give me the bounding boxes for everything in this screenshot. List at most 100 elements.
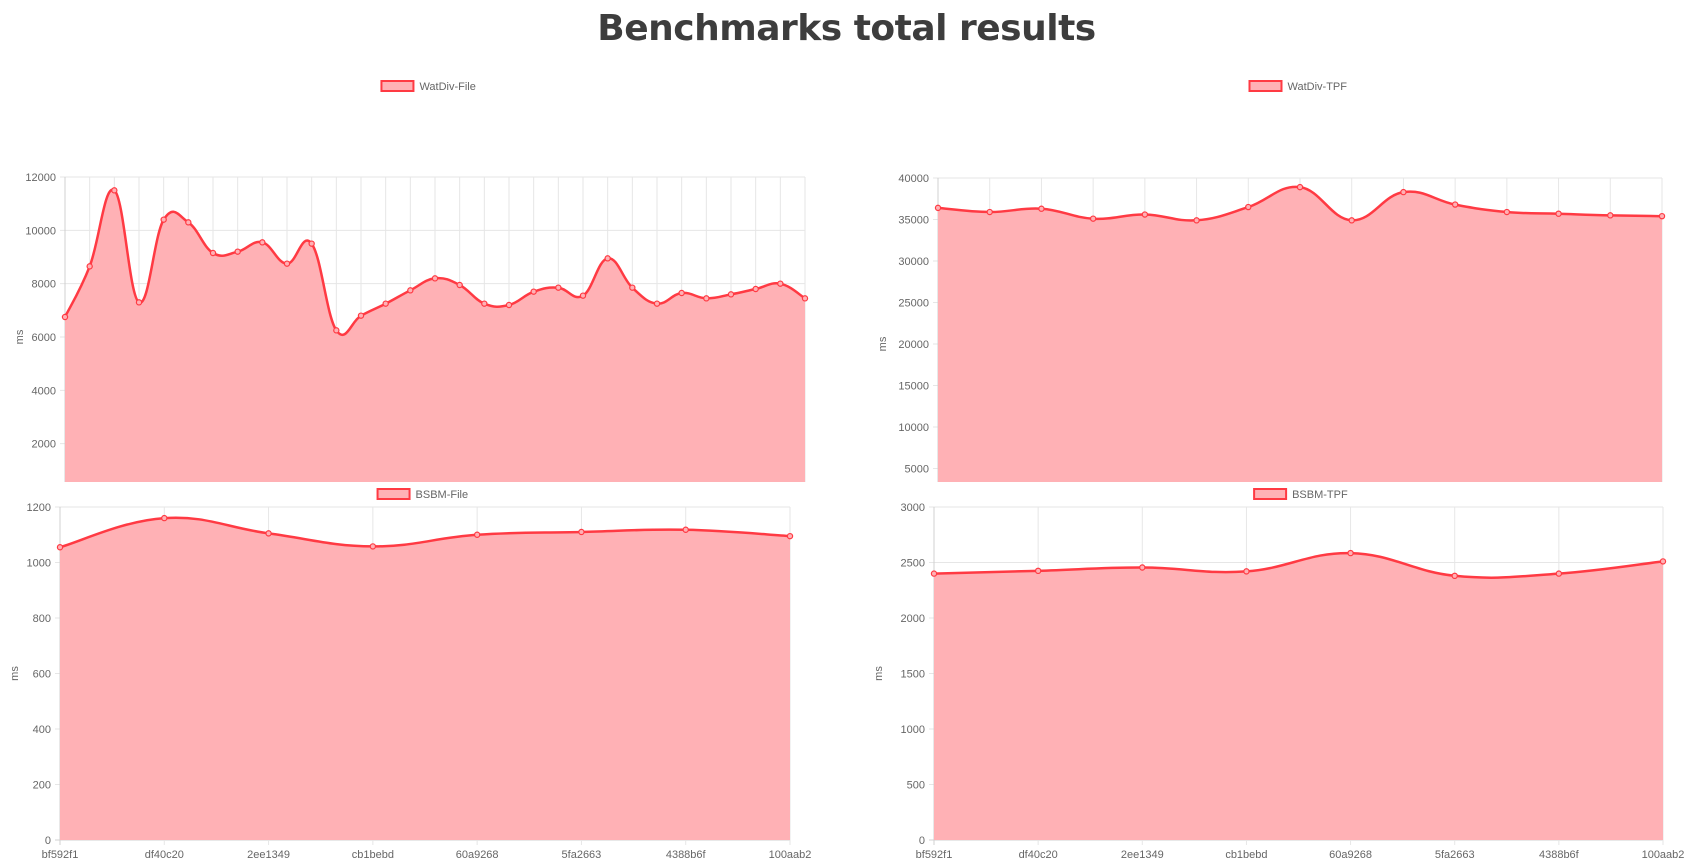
chart-1-point-12: [1555, 210, 1562, 217]
chart-3-point-0: [930, 570, 938, 577]
chart-2-point-1: [161, 514, 168, 522]
chart-1-point-1: [986, 208, 993, 216]
chart-1-legend-swatch: [1248, 80, 1283, 92]
chart-2-point-0: [56, 544, 64, 551]
chart-1-point-5: [1193, 217, 1200, 224]
chart-0-point-0: [61, 313, 69, 321]
chart-1-area: [938, 186, 1662, 482]
chart-3-ylabel: ms: [873, 666, 885, 681]
chart-3-ytick-2: 1000: [901, 724, 925, 736]
chart-2-xtick-4: 60a9268: [456, 849, 499, 861]
chart-0-point-13: [382, 300, 389, 307]
chart-0-point-1: [86, 263, 93, 270]
chart-2-point-2: [265, 530, 272, 537]
chart-1-point-14: [1658, 212, 1666, 220]
chart-2-ytick-6: 1200: [27, 502, 51, 514]
chart-0-point-20: [555, 284, 562, 291]
chart-0-legend-label: WatDiv-File: [419, 81, 475, 93]
chart-1-point-6: [1245, 203, 1252, 211]
chart-1-point-4: [1141, 211, 1149, 218]
chart-3-ytick-3: 1500: [901, 669, 925, 681]
chart-0-point-24: [653, 300, 661, 307]
chart-0-point-2: [111, 187, 118, 194]
chart-1-ytick-7: 35000: [898, 215, 929, 227]
chart-0-ytick-2: 4000: [32, 385, 56, 397]
chart-0-point-25: [678, 289, 685, 297]
chart-3-xtick-3: cb1bebd: [1225, 849, 1267, 861]
chart-2-point-5: [578, 528, 585, 536]
chart-1-point-3: [1089, 215, 1097, 222]
chart-3-ytick-1: 500: [907, 780, 925, 792]
chart-2-ytick-4: 800: [33, 613, 51, 625]
chart-3-xtick-5: 5fa2663: [1435, 849, 1475, 861]
watdiv-file-chart: WatDiv-File02000400060008000100001200069…: [14, 80, 809, 482]
bsbm-tpf-chart: BSBM-TPF 0 500 1000 1500 2000 2500 3000 bf592f1 d…: [873, 488, 1685, 861]
chart-2-xtick-2: 2ee1349: [247, 849, 290, 861]
chart-1-ylabel: ms: [877, 336, 889, 351]
chart-2-xtick-7: 100aab2: [769, 849, 812, 861]
chart-0-point-23: [629, 284, 636, 291]
chart-1-point-10: [1451, 201, 1459, 208]
chart-0-point-27: [727, 291, 735, 298]
chart-1-ytick-1: 5000: [905, 464, 929, 476]
chart-3-xtick-7: 100aab2: [1642, 849, 1685, 861]
chart-1-point-11: [1503, 208, 1511, 216]
chart-0-point-14: [407, 287, 414, 294]
chart-3-area: [934, 553, 1663, 840]
chart-2-ytick-0: 0: [45, 835, 51, 847]
chart-0-point-21: [579, 292, 587, 299]
bsbm-file-chart: BSBM-File 0 200 400 600 800 1000 1200 bf592f1 df4…: [9, 488, 812, 861]
chart-0-ytick-1: 2000: [32, 439, 56, 451]
chart-3-point-7: [1659, 558, 1667, 565]
chart-0-point-5: [185, 219, 192, 226]
chart-2-ytick-2: 400: [33, 724, 51, 736]
chart-0-ytick-6: 12000: [25, 172, 56, 184]
chart-0-ytick-5: 10000: [25, 225, 56, 237]
chart-0-point-9: [283, 260, 291, 267]
chart-2-ylabel: ms: [9, 666, 21, 681]
chart-0-area: [65, 189, 805, 482]
chart-3-line: [933, 551, 1664, 579]
chart-2-legend-swatch: [376, 488, 411, 500]
chart-2-ytick-5: 1000: [27, 558, 51, 570]
chart-3-xtick-6: 4388b6f: [1539, 849, 1580, 861]
chart-3-ytick-4: 2000: [901, 613, 925, 625]
chart-1-ytick-6: 30000: [898, 256, 929, 268]
chart-3-point-1: [1034, 567, 1042, 575]
chart-0-point-15: [431, 275, 439, 282]
chart-3-xtick-0: bf592f1: [916, 849, 953, 861]
chart-2-point-6: [682, 526, 689, 533]
chart-0-point-29: [777, 280, 784, 287]
chart-1-point-9: [1400, 188, 1407, 196]
chart-3-xtick-2: 2ee1349: [1121, 849, 1164, 861]
chart-1-ytick-5: 25000: [898, 298, 929, 310]
chart-0-point-26: [703, 295, 710, 302]
chart-3-ytick-5: 2500: [901, 558, 925, 570]
chart-0-point-3: [135, 299, 143, 306]
page-title: Benchmarks total results: [597, 8, 1096, 49]
chart-0-point-4: [160, 216, 167, 223]
chart-0-point-22: [604, 255, 611, 262]
chart-1-ytick-2: 10000: [898, 422, 929, 434]
chart-3-point-2: [1139, 564, 1146, 571]
chart-3-point-4: [1347, 549, 1354, 557]
chart-0-point-12: [357, 312, 365, 319]
chart-0-point-17: [481, 300, 488, 307]
chart-3-point-6: [1555, 570, 1563, 577]
chart-2-ytick-3: 600: [33, 669, 51, 681]
chart-0-point-7: [234, 248, 241, 255]
chart-2-line: [59, 516, 791, 549]
chart-2-xtick-0: bf592f1: [42, 849, 79, 861]
chart-1-point-13: [1607, 212, 1614, 219]
chart-2-point-7: [786, 532, 794, 540]
chart-0-ytick-3: 6000: [32, 332, 56, 344]
chart-2-xtick-5: 5fa2663: [562, 849, 602, 861]
chart-3-point-3: [1243, 568, 1250, 575]
chart-2-ytick-1: 200: [33, 780, 51, 792]
chart-1-point-7: [1296, 183, 1304, 191]
chart-0-point-10: [308, 240, 315, 247]
chart-0-point-11: [333, 327, 340, 334]
chart-3-ytick-0: 0: [919, 835, 925, 847]
watdiv-tpf-chart: WatDiv-TPF050001000015000200002500030000…: [877, 80, 1666, 482]
chart-2-xtick-6: 4388b6f: [666, 849, 707, 861]
